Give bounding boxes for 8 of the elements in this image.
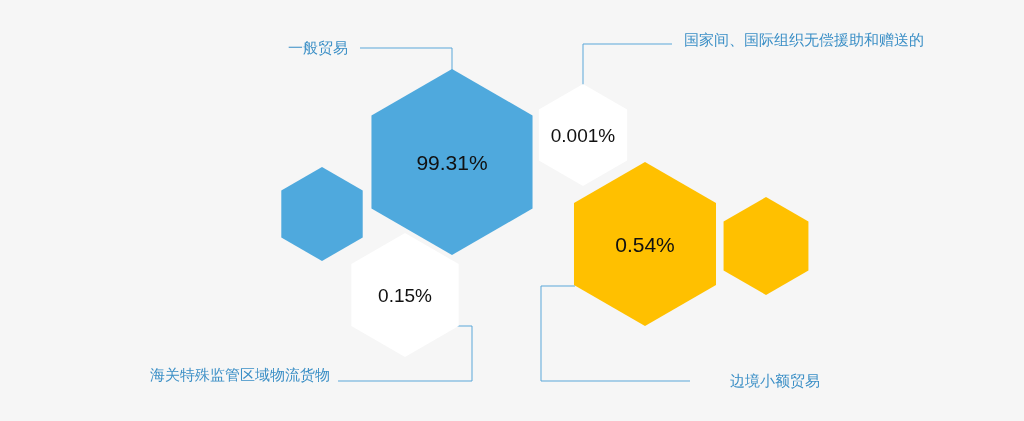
data-label: 99.31%: [416, 150, 488, 174]
category-label: 一般贸易: [288, 39, 348, 57]
category-label: 国家间、国际组织无偿援助和赠送的: [684, 31, 924, 49]
data-label: 0.54%: [615, 232, 675, 256]
category-label: 边境小额贸易: [730, 372, 820, 390]
category-label: 海关特殊监管区域物流货物: [150, 366, 330, 384]
data-label: 0.001%: [550, 124, 616, 146]
data-label: 0.15%: [378, 284, 433, 306]
